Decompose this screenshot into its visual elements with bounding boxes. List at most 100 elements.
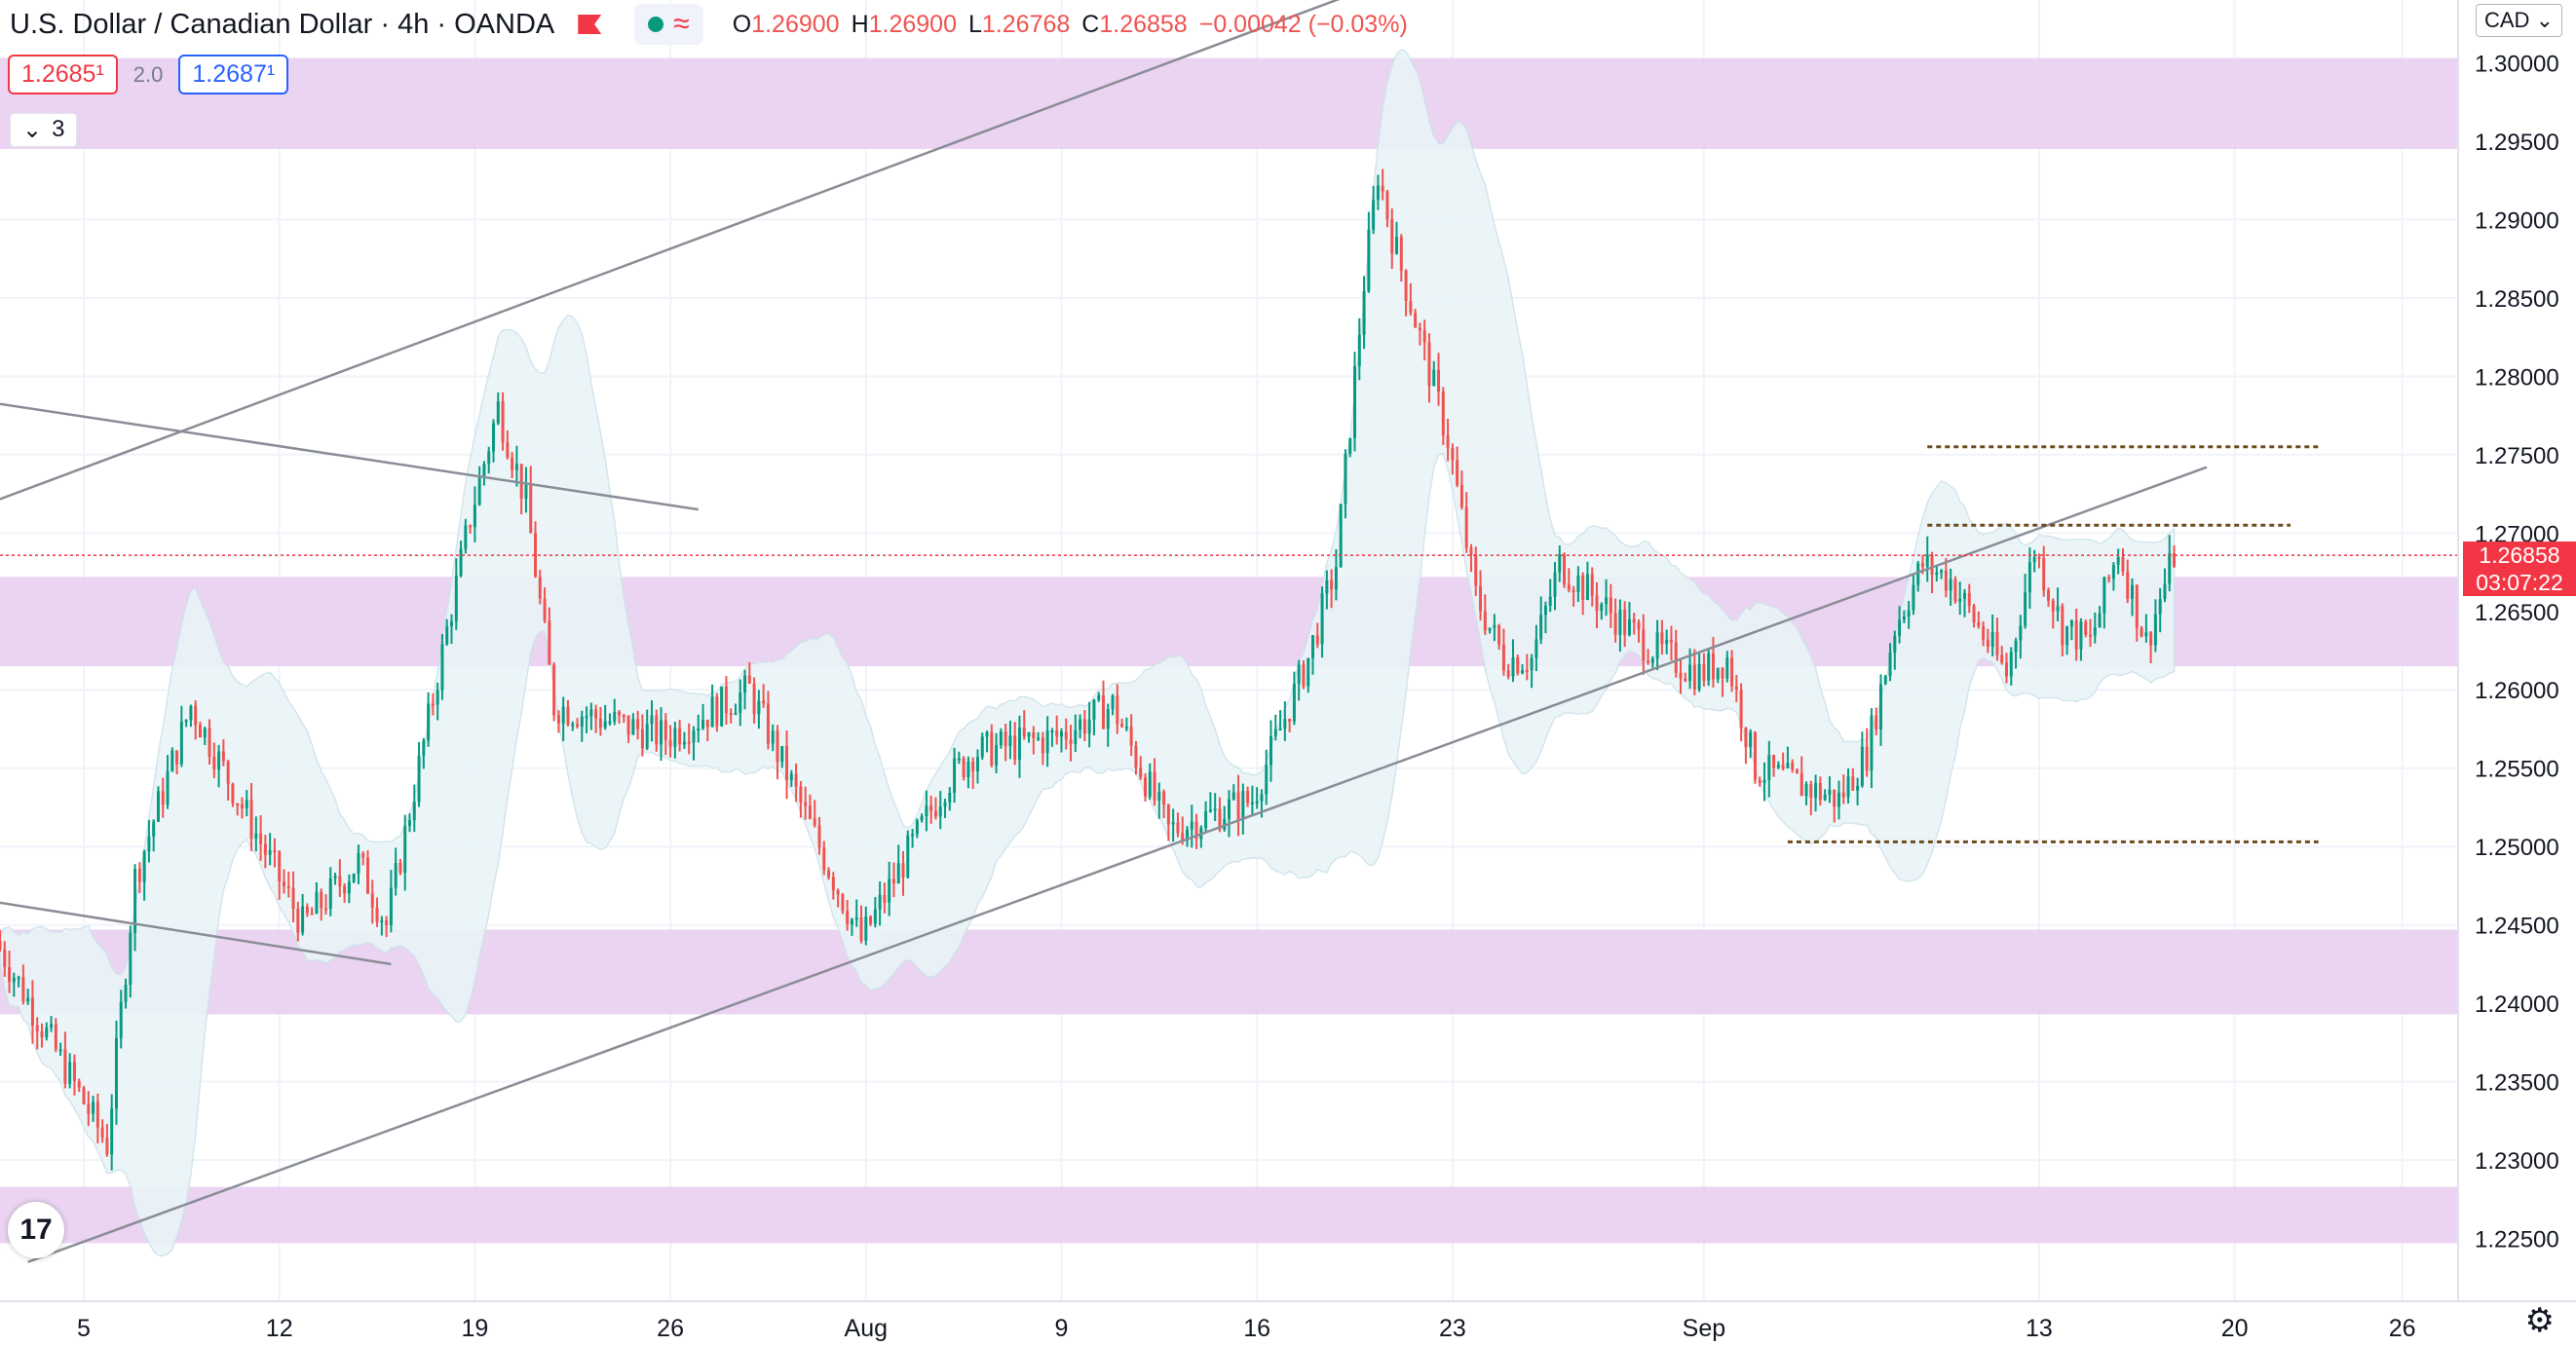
candle-body [328, 878, 332, 910]
flag-icon[interactable] [578, 15, 602, 34]
candle-body [878, 894, 882, 910]
x-tick-label: 12 [266, 1315, 293, 1342]
candle-body [1176, 822, 1180, 834]
candle-body [1762, 779, 1766, 784]
candle-body [1456, 460, 1459, 486]
trade-panel: 1.2685¹ 2.0 1.2687¹ [8, 55, 289, 94]
candle-body [556, 715, 560, 724]
candle-body [1190, 821, 1193, 830]
x-tick-label: 23 [1439, 1315, 1466, 1342]
candle-body [1860, 746, 1864, 786]
candle-body [576, 724, 580, 728]
candle-body [1250, 802, 1254, 804]
candle-body [636, 719, 640, 729]
candle-body [962, 758, 966, 777]
symbol-title[interactable]: U.S. Dollar / Canadian Dollar · 4h · OAN… [10, 8, 555, 40]
candle-body [603, 721, 607, 729]
candle-body [1255, 801, 1259, 804]
candle-body [263, 843, 267, 855]
indicator-toggle[interactable]: ⌄ 3 [10, 113, 78, 147]
candle-body [817, 825, 821, 848]
candle-body [1818, 783, 1822, 801]
candle-body [1330, 580, 1334, 590]
indicator-count: 3 [52, 116, 65, 142]
candle-body [2024, 592, 2027, 626]
candle-body [626, 715, 630, 735]
candle-body [389, 887, 393, 925]
candle-body [1097, 695, 1101, 700]
candle-body [1367, 229, 1371, 291]
candle-body [883, 894, 887, 903]
candle-body [1037, 737, 1041, 740]
candle-body [1581, 576, 1585, 601]
candle-body [492, 423, 496, 452]
candle-body [450, 621, 454, 627]
buy-button[interactable]: 1.2687¹ [178, 55, 289, 94]
candle-body [2009, 652, 2013, 677]
candle-body [1246, 790, 1250, 804]
candle-body [720, 687, 724, 727]
bar-countdown: 03:07:22 [2476, 570, 2563, 596]
candle-body [1064, 731, 1068, 740]
candle-body [864, 916, 868, 941]
candle-body [1297, 664, 1301, 684]
candle-body [808, 805, 812, 819]
candle-body [240, 804, 244, 808]
candle-body [2121, 557, 2125, 572]
y-tick-label: 1.22500 [2475, 1227, 2559, 1253]
candle-body [1786, 763, 1790, 769]
tradingview-logo[interactable]: 17 [8, 1202, 64, 1258]
candle-body [50, 1024, 54, 1028]
candle-body [1017, 728, 1021, 761]
candle-body [975, 757, 979, 771]
wave-icon: ≈ [673, 8, 690, 40]
candle-body [1516, 657, 1520, 674]
candle-body [259, 833, 263, 844]
candle-body [692, 730, 696, 743]
candle-body [580, 716, 584, 728]
gear-icon[interactable]: ⚙ [2524, 1302, 2555, 1339]
candle-body [896, 863, 900, 884]
candle-body [124, 984, 128, 1002]
candle-body [203, 728, 207, 738]
candle-body [771, 730, 775, 744]
candle-body [1539, 615, 1543, 640]
candle-body [58, 1049, 62, 1052]
candle-body [589, 709, 593, 717]
x-tick-label: 5 [77, 1315, 91, 1342]
candle-body [282, 881, 285, 887]
candle-body [538, 577, 542, 599]
trendlines[interactable] [0, 0, 2458, 1263]
candle-body [995, 745, 999, 766]
candle-body [1749, 731, 1753, 748]
candle-body [2084, 621, 2088, 635]
candle-body [655, 715, 659, 745]
candle-body [301, 906, 305, 933]
status-pill[interactable]: ≈ [634, 4, 703, 45]
candle-body [724, 687, 728, 714]
candle-body [1320, 593, 1324, 645]
currency-select[interactable]: CAD ⌄ [2476, 4, 2562, 37]
candle-body [352, 874, 356, 882]
candle-body [440, 644, 444, 691]
candle-body [26, 997, 30, 1002]
candle-body [1348, 437, 1352, 455]
candle-body [943, 803, 947, 806]
candle-body [45, 1028, 49, 1037]
candle-body [249, 800, 253, 840]
candle-body [1791, 763, 1795, 770]
candle-body [2027, 562, 2031, 593]
candle-body [966, 761, 970, 777]
y-tick-label: 1.26500 [2475, 600, 2559, 626]
candle-body [608, 721, 612, 724]
candle-body [678, 728, 682, 745]
candle-body [1870, 715, 1874, 771]
candle-body [1488, 627, 1492, 631]
candle-body [1395, 237, 1399, 254]
y-tick-label: 1.30000 [2475, 51, 2559, 77]
sell-button[interactable]: 1.2685¹ [8, 55, 118, 94]
candle-body [1204, 810, 1208, 829]
candle-body [1446, 435, 1450, 448]
